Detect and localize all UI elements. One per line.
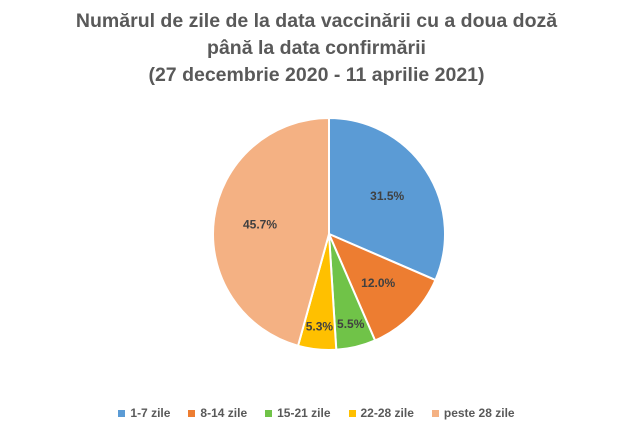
chart-title-line-3: (27 decembrie 2020 - 11 aprilie 2021): [148, 64, 485, 86]
legend: 1-7 zile 8-14 zile 15-21 zile 22-28 zile…: [0, 406, 633, 420]
chart-title-line-2: până la data confirmării: [207, 37, 426, 59]
pie-label-15-21: 5.5%: [337, 317, 365, 331]
legend-item-peste-28: peste 28 zile: [431, 406, 515, 420]
pie-label-22-28: 5.3%: [306, 319, 334, 333]
chart-title-line-1: Numărul de zile de la data vaccinării cu…: [75, 10, 558, 32]
legend-label-1-7: 1-7 zile: [130, 406, 171, 420]
legend-swatch-peste-28: [431, 409, 439, 417]
legend-swatch-22-28: [348, 409, 356, 417]
chart-title: Numărul de zile de la data vaccinării cu…: [0, 8, 633, 89]
pie-label-peste-28: 45.7%: [243, 218, 277, 232]
pie-slice-peste-28: [212, 116, 330, 348]
legend-label-15-21: 15-21 zile: [277, 406, 331, 420]
legend-label-22-28: 22-28 zile: [360, 406, 414, 420]
legend-item-8-14: 8-14 zile: [188, 406, 247, 420]
legend-item-1-7: 1-7 zile: [118, 406, 170, 420]
legend-swatch-15-21: [265, 409, 273, 417]
legend-item-15-21: 15-21 zile: [265, 406, 331, 420]
pie-label-1-7: 31.5%: [370, 189, 404, 203]
legend-swatch-1-7: [118, 409, 126, 417]
pie-slice-1-7: [328, 116, 446, 282]
pie-slice-8-14: [327, 232, 437, 342]
legend-swatch-8-14: [188, 409, 196, 417]
legend-item-22-28: 22-28 zile: [348, 406, 414, 420]
legend-label-8-14: 8-14 zile: [200, 406, 248, 420]
legend-label-peste-28: peste 28 zile: [443, 406, 515, 420]
pie-label-8-14: 12.0%: [361, 276, 395, 290]
